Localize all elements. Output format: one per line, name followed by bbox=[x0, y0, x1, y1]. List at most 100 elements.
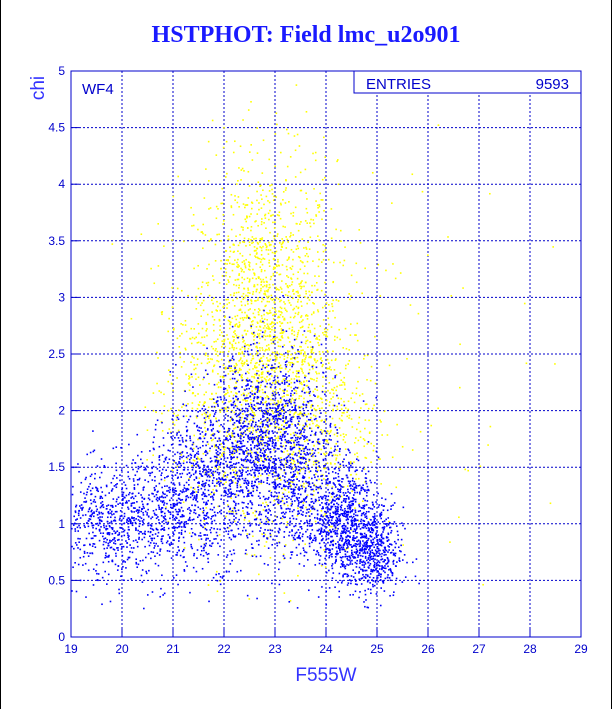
scatter-point bbox=[247, 467, 249, 470]
scatter-point bbox=[274, 338, 276, 341]
scatter-point bbox=[259, 326, 262, 328]
scatter-point bbox=[202, 460, 205, 463]
scatter-point bbox=[113, 538, 116, 540]
scatter-point bbox=[332, 392, 335, 395]
scatter-point bbox=[240, 514, 242, 517]
scatter-point bbox=[241, 379, 244, 382]
scatter-point bbox=[138, 532, 140, 535]
scatter-point bbox=[256, 448, 259, 451]
scatter-point bbox=[287, 299, 290, 302]
scatter-point bbox=[170, 470, 172, 473]
scatter-point bbox=[187, 418, 190, 421]
scatter-point bbox=[273, 227, 276, 229]
scatter-point bbox=[311, 378, 313, 380]
scatter-point bbox=[253, 484, 256, 487]
scatter-point bbox=[262, 436, 264, 439]
scatter-point bbox=[259, 511, 261, 513]
scatter-point bbox=[183, 360, 185, 363]
scatter-point bbox=[263, 321, 265, 324]
scatter-point bbox=[74, 528, 77, 530]
scatter-point bbox=[225, 274, 227, 277]
scatter-point bbox=[346, 415, 349, 418]
scatter-point bbox=[309, 394, 311, 397]
scatter-point bbox=[218, 478, 221, 480]
scatter-point bbox=[170, 507, 173, 509]
scatter-point bbox=[238, 422, 241, 424]
scatter-point bbox=[286, 259, 289, 261]
scatter-point bbox=[246, 227, 249, 229]
scatter-point bbox=[144, 510, 147, 513]
scatter-point bbox=[204, 451, 206, 453]
scatter-point bbox=[285, 236, 287, 238]
scatter-point bbox=[235, 369, 238, 371]
scatter-point bbox=[238, 265, 240, 267]
scatter-point bbox=[184, 530, 186, 533]
scatter-point bbox=[307, 241, 309, 243]
scatter-point bbox=[234, 493, 236, 496]
scatter-point bbox=[195, 457, 198, 460]
scatter-point bbox=[261, 379, 263, 382]
scatter-point bbox=[213, 485, 216, 487]
scatter-point bbox=[167, 380, 170, 383]
scatter-point bbox=[266, 445, 269, 447]
scatter-point bbox=[162, 500, 164, 503]
scatter-point bbox=[224, 345, 227, 348]
scatter-point bbox=[279, 483, 282, 486]
scatter-point bbox=[229, 400, 232, 402]
scatter-point bbox=[283, 358, 286, 360]
scatter-point bbox=[239, 252, 241, 255]
scatter-point bbox=[200, 362, 203, 365]
scatter-point bbox=[222, 306, 224, 308]
scatter-point bbox=[205, 471, 207, 474]
scatter-point bbox=[224, 478, 227, 481]
scatter-point bbox=[250, 423, 253, 425]
scatter-point bbox=[299, 382, 301, 385]
scatter-point bbox=[122, 545, 125, 548]
scatter-point bbox=[201, 327, 204, 330]
scatter-point bbox=[195, 336, 198, 339]
scatter-point bbox=[207, 561, 210, 564]
scatter-point bbox=[205, 469, 208, 472]
scatter-point bbox=[185, 522, 188, 525]
scatter-point bbox=[317, 469, 319, 472]
scatter-point bbox=[305, 391, 308, 394]
scatter-point bbox=[262, 415, 265, 418]
scatter-point bbox=[231, 476, 234, 478]
scatter-point bbox=[91, 552, 93, 554]
scatter-point bbox=[165, 456, 168, 459]
scatter-point bbox=[295, 434, 297, 436]
scatter-point bbox=[226, 334, 228, 336]
scatter-point bbox=[235, 451, 238, 453]
scatter-point bbox=[232, 430, 234, 432]
scatter-point bbox=[331, 303, 333, 305]
scatter-point bbox=[332, 261, 335, 264]
scatter-point bbox=[318, 258, 320, 261]
scatter-point bbox=[225, 438, 228, 441]
scatter-point bbox=[100, 505, 103, 508]
scatter-point bbox=[174, 487, 177, 490]
scatter-point bbox=[149, 535, 151, 538]
scatter-point bbox=[163, 393, 165, 396]
scatter-point bbox=[308, 371, 311, 374]
scatter-point bbox=[137, 529, 139, 532]
scatter-point bbox=[271, 375, 273, 377]
scatter-point bbox=[322, 250, 325, 253]
scatter-point bbox=[280, 418, 282, 421]
scatter-point bbox=[238, 440, 241, 442]
scatter-point bbox=[310, 218, 312, 221]
scatter-point bbox=[180, 531, 183, 534]
scatter-point bbox=[243, 287, 245, 290]
scatter-point bbox=[242, 425, 245, 428]
scatter-point bbox=[249, 500, 252, 502]
scatter-point bbox=[144, 406, 147, 409]
scatter-point bbox=[208, 468, 210, 471]
scatter-point bbox=[260, 218, 263, 220]
scatter-point bbox=[257, 243, 259, 245]
scatter-point bbox=[90, 509, 93, 512]
scatter-point bbox=[281, 492, 284, 494]
scatter-point bbox=[197, 453, 200, 455]
scatter-point bbox=[554, 363, 556, 365]
scatter-point bbox=[323, 478, 325, 480]
scatter-point bbox=[87, 520, 90, 522]
scatter-point bbox=[312, 351, 315, 354]
